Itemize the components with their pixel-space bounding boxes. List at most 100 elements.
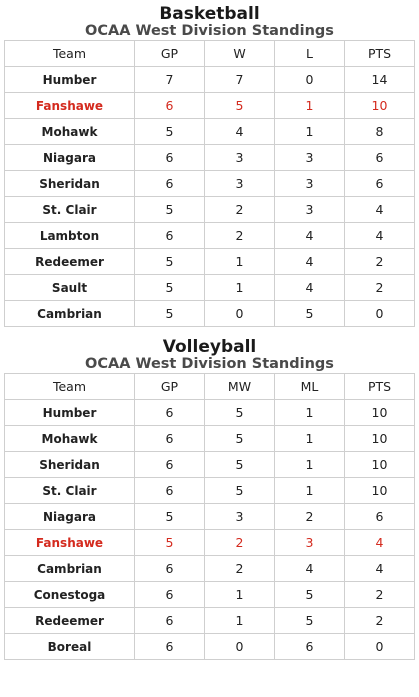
points-cell: 4 (344, 555, 415, 582)
losses-cell: 4 (274, 274, 345, 301)
team-name-cell: Niagara (4, 144, 135, 171)
basketball-standings-table: Team GP W L PTS Humber 7 7 0 14 Fanshawe 6 5 1 10… (4, 40, 415, 327)
losses-cell: 3 (274, 170, 345, 197)
team-name-cell: Cambrian (4, 300, 135, 327)
wins-cell: 7 (204, 66, 275, 93)
basketball-subtitle: OCAA West Division Standings (85, 23, 334, 39)
games-played-cell: 5 (134, 529, 205, 556)
points-cell: 4 (344, 529, 415, 556)
games-played-cell: 5 (134, 118, 205, 145)
wins-cell: 5 (204, 92, 275, 119)
points-cell: 10 (344, 451, 415, 478)
losses-cell: 4 (274, 222, 345, 249)
table-row: Mohawk 5 4 1 8 (4, 118, 415, 145)
match-losses-cell: 6 (274, 633, 345, 660)
team-name-cell: Lambton (4, 222, 135, 249)
table-row: Humber 7 7 0 14 (4, 66, 415, 93)
table-row: Humber 6 5 1 10 (4, 399, 415, 426)
team-name-cell: Boreal (4, 633, 135, 660)
match-wins-cell: 2 (204, 529, 275, 556)
table-header-row: Team GP W L PTS (4, 40, 415, 67)
team-name-cell: Fanshawe (4, 529, 135, 556)
match-wins-cell: 5 (204, 451, 275, 478)
team-name-cell: Fanshawe (4, 92, 135, 119)
points-cell: 4 (344, 196, 415, 223)
match-losses-cell: 1 (274, 477, 345, 504)
column-header-team: Team (4, 373, 135, 400)
match-wins-cell: 5 (204, 399, 275, 426)
games-played-cell: 5 (134, 300, 205, 327)
column-header-pts: PTS (344, 40, 415, 67)
wins-cell: 1 (204, 274, 275, 301)
team-name-cell: Humber (4, 66, 135, 93)
table-row: Lambton 6 2 4 4 (4, 222, 415, 249)
wins-cell: 0 (204, 300, 275, 327)
points-cell: 0 (344, 633, 415, 660)
match-losses-cell: 1 (274, 399, 345, 426)
table-row: Fanshawe 5 2 3 4 (4, 529, 415, 556)
table-row: Fanshawe 6 5 1 10 (4, 92, 415, 119)
points-cell: 2 (344, 274, 415, 301)
wins-cell: 3 (204, 144, 275, 171)
table-row: Sheridan 6 5 1 10 (4, 451, 415, 478)
games-played-cell: 6 (134, 399, 205, 426)
losses-cell: 4 (274, 248, 345, 275)
team-name-cell: Cambrian (4, 555, 135, 582)
wins-cell: 4 (204, 118, 275, 145)
games-played-cell: 6 (134, 144, 205, 171)
games-played-cell: 6 (134, 633, 205, 660)
games-played-cell: 6 (134, 607, 205, 634)
games-played-cell: 6 (134, 451, 205, 478)
table-row: St. Clair 5 2 3 4 (4, 196, 415, 223)
match-wins-cell: 5 (204, 425, 275, 452)
match-wins-cell: 0 (204, 633, 275, 660)
match-wins-cell: 2 (204, 555, 275, 582)
losses-cell: 5 (274, 300, 345, 327)
table-row: Niagara 6 3 3 6 (4, 144, 415, 171)
table-row: Redeemer 6 1 5 2 (4, 607, 415, 634)
table-row: Conestoga 6 1 5 2 (4, 581, 415, 608)
games-played-cell: 5 (134, 503, 205, 530)
volleyball-title: Volleyball (162, 337, 257, 357)
column-header-gp: GP (134, 40, 205, 67)
match-losses-cell: 3 (274, 529, 345, 556)
games-played-cell: 7 (134, 66, 205, 93)
wins-cell: 1 (204, 248, 275, 275)
games-played-cell: 6 (134, 92, 205, 119)
team-name-cell: Mohawk (4, 425, 135, 452)
team-name-cell: Sheridan (4, 170, 135, 197)
games-played-cell: 6 (134, 581, 205, 608)
team-name-cell: Redeemer (4, 607, 135, 634)
team-name-cell: Redeemer (4, 248, 135, 275)
volleyball-standings-table: Team GP MW ML PTS Humber 6 5 1 10 Mohawk 6 5 1 10… (4, 373, 415, 660)
match-losses-cell: 5 (274, 581, 345, 608)
team-name-cell: Mohawk (4, 118, 135, 145)
team-name-cell: Conestoga (4, 581, 135, 608)
points-cell: 0 (344, 300, 415, 327)
points-cell: 6 (344, 170, 415, 197)
volleyball-subtitle: OCAA West Division Standings (85, 356, 334, 372)
points-cell: 10 (344, 425, 415, 452)
points-cell: 2 (344, 607, 415, 634)
column-header-ml: ML (274, 373, 345, 400)
points-cell: 2 (344, 581, 415, 608)
table-row: Boreal 6 0 6 0 (4, 633, 415, 660)
losses-cell: 3 (274, 196, 345, 223)
points-cell: 6 (344, 503, 415, 530)
points-cell: 6 (344, 144, 415, 171)
match-losses-cell: 1 (274, 451, 345, 478)
games-played-cell: 6 (134, 425, 205, 452)
losses-cell: 1 (274, 118, 345, 145)
volleyball-standings-section: Volleyball OCAA West Division Standings … (0, 327, 419, 660)
games-played-cell: 5 (134, 248, 205, 275)
table-row: St. Clair 6 5 1 10 (4, 477, 415, 504)
table-row: Sault 5 1 4 2 (4, 274, 415, 301)
points-cell: 10 (344, 92, 415, 119)
column-header-gp: GP (134, 373, 205, 400)
match-wins-cell: 1 (204, 607, 275, 634)
match-wins-cell: 1 (204, 581, 275, 608)
column-header-pts: PTS (344, 373, 415, 400)
points-cell: 8 (344, 118, 415, 145)
table-row: Niagara 5 3 2 6 (4, 503, 415, 530)
basketball-standings-section: Basketball OCAA West Division Standings … (0, 0, 419, 327)
